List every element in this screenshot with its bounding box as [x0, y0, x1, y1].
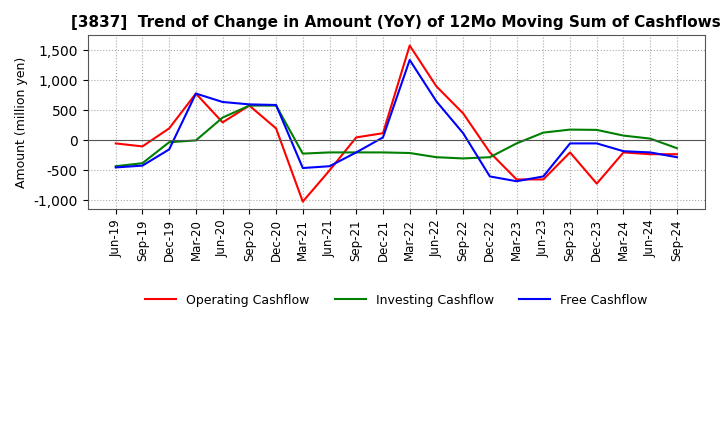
Investing Cashflow — [218, 115, 227, 120]
Investing Cashflow — [112, 164, 120, 169]
Operating Cashflow — [539, 177, 548, 182]
Free Cashflow — [672, 154, 681, 160]
Y-axis label: Amount (million yen): Amount (million yen) — [15, 57, 28, 188]
Operating Cashflow — [218, 120, 227, 125]
Free Cashflow — [485, 174, 494, 179]
Investing Cashflow — [619, 133, 628, 138]
Free Cashflow — [512, 179, 521, 184]
Operating Cashflow — [138, 144, 147, 149]
Operating Cashflow — [646, 151, 654, 157]
Line: Investing Cashflow: Investing Cashflow — [116, 106, 677, 166]
Operating Cashflow — [485, 150, 494, 155]
Operating Cashflow — [593, 181, 601, 186]
Free Cashflow — [165, 147, 174, 152]
Investing Cashflow — [405, 150, 414, 156]
Investing Cashflow — [539, 130, 548, 135]
Investing Cashflow — [459, 156, 467, 161]
Operating Cashflow — [245, 103, 253, 108]
Investing Cashflow — [299, 151, 307, 156]
Operating Cashflow — [512, 177, 521, 182]
Free Cashflow — [245, 102, 253, 107]
Operating Cashflow — [379, 131, 387, 136]
Free Cashflow — [593, 141, 601, 146]
Operating Cashflow — [112, 141, 120, 146]
Operating Cashflow — [271, 126, 280, 131]
Investing Cashflow — [485, 154, 494, 160]
Free Cashflow — [218, 99, 227, 105]
Free Cashflow — [352, 150, 361, 155]
Investing Cashflow — [165, 139, 174, 145]
Operating Cashflow — [672, 151, 681, 157]
Legend: Operating Cashflow, Investing Cashflow, Free Cashflow: Operating Cashflow, Investing Cashflow, … — [140, 289, 652, 312]
Operating Cashflow — [352, 135, 361, 140]
Investing Cashflow — [432, 154, 441, 160]
Investing Cashflow — [672, 146, 681, 151]
Operating Cashflow — [459, 111, 467, 116]
Operating Cashflow — [432, 84, 441, 89]
Free Cashflow — [379, 135, 387, 140]
Investing Cashflow — [593, 127, 601, 132]
Investing Cashflow — [325, 150, 334, 155]
Investing Cashflow — [245, 103, 253, 108]
Free Cashflow — [459, 131, 467, 136]
Free Cashflow — [325, 164, 334, 169]
Investing Cashflow — [352, 150, 361, 155]
Operating Cashflow — [325, 168, 334, 173]
Free Cashflow — [112, 165, 120, 170]
Investing Cashflow — [138, 161, 147, 166]
Investing Cashflow — [379, 150, 387, 155]
Free Cashflow — [566, 141, 575, 146]
Free Cashflow — [405, 57, 414, 62]
Free Cashflow — [271, 103, 280, 108]
Investing Cashflow — [566, 127, 575, 132]
Operating Cashflow — [619, 150, 628, 155]
Investing Cashflow — [512, 141, 521, 146]
Free Cashflow — [539, 174, 548, 179]
Investing Cashflow — [646, 136, 654, 141]
Operating Cashflow — [405, 43, 414, 48]
Free Cashflow — [138, 163, 147, 168]
Operating Cashflow — [165, 126, 174, 131]
Free Cashflow — [299, 165, 307, 171]
Operating Cashflow — [192, 91, 200, 96]
Line: Free Cashflow: Free Cashflow — [116, 60, 677, 181]
Operating Cashflow — [566, 150, 575, 155]
Investing Cashflow — [192, 138, 200, 143]
Investing Cashflow — [271, 103, 280, 108]
Operating Cashflow — [299, 199, 307, 204]
Free Cashflow — [432, 99, 441, 104]
Title: [3837]  Trend of Change in Amount (YoY) of 12Mo Moving Sum of Cashflows: [3837] Trend of Change in Amount (YoY) o… — [71, 15, 720, 30]
Free Cashflow — [619, 149, 628, 154]
Free Cashflow — [192, 91, 200, 96]
Line: Operating Cashflow: Operating Cashflow — [116, 46, 677, 202]
Free Cashflow — [646, 150, 654, 155]
